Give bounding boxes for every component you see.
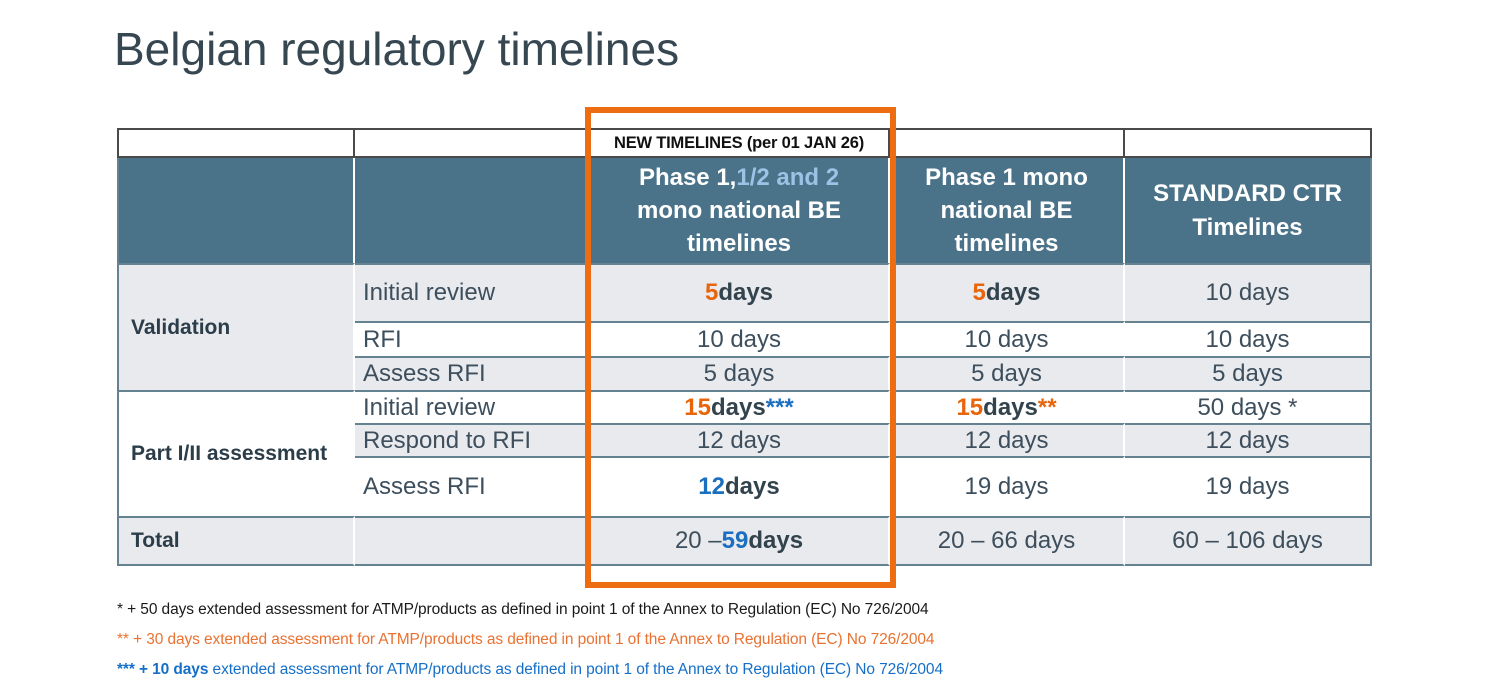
value-r5-c3: 12 days [1125, 423, 1372, 456]
footnote-3-bold: *** + 10 days [117, 661, 209, 678]
value-total-c2: 20 – 66 days [890, 516, 1125, 566]
value-r2-c3: 10 days [1125, 321, 1372, 356]
banner-cell-empty-4 [890, 128, 1125, 158]
row-label-initial-review-2: Initial review [355, 390, 590, 423]
column-header-standard-ctr: STANDARD CTR Timelines [1125, 158, 1372, 263]
value-text: 5 days [971, 360, 1042, 387]
value-r3-c1: 5 days [590, 356, 890, 390]
header-phase12-2-text: 1/2 and 2 [736, 163, 840, 191]
header-line-2: mono national BE timelines [637, 196, 841, 258]
value-text: 5 days [703, 360, 775, 387]
value-text: 10 days [1205, 325, 1290, 353]
value-unit: days [710, 393, 766, 421]
value-r3-c3: 5 days [1125, 356, 1372, 390]
header-standard-ctr-text: STANDARD CTR Timelines [1153, 180, 1342, 241]
group-label-validation: Validation [117, 263, 355, 390]
value-r5-c2: 12 days [890, 423, 1125, 456]
value-text: 19 days [1205, 473, 1290, 500]
value-unit: days [983, 393, 1038, 421]
new-timelines-banner: NEW TIMELINES (per 01 JAN 26) [590, 128, 890, 158]
value-text: 12 days [964, 426, 1049, 454]
value-r2-c1: 10 days [590, 321, 890, 356]
value-text: 50 days * [1197, 393, 1298, 421]
value-text: 10 days [1205, 279, 1290, 306]
value-unit: days [718, 279, 774, 306]
value-r2-c2: 10 days [890, 321, 1125, 356]
footnote-marker-triple: *** [765, 393, 794, 421]
value-unit: days [748, 527, 804, 554]
total-empty-cell [355, 516, 590, 566]
value-text: 12 days [696, 426, 782, 454]
column-header-phase1-12-2: Phase 1,1/2 and 2 mono national BE timel… [590, 158, 890, 263]
banner-cell-empty-2 [355, 128, 590, 158]
row-label-assess-rfi-2: Assess RFI [355, 456, 590, 516]
header-phase1-text: Phase 1, [638, 163, 737, 191]
column-header-phase1-mono: Phase 1 mono national BE timelines [890, 158, 1125, 263]
value-text: 60 – 106 days [1172, 527, 1323, 554]
value-total-c3: 60 – 106 days [1125, 516, 1372, 566]
footnote-3: *** + 10 days extended assessment for AT… [117, 660, 943, 679]
value-r1-c3: 10 days [1125, 263, 1372, 321]
value-r4-c2: 15 days ** [890, 390, 1125, 423]
value-unit: days [725, 473, 780, 500]
value-text: 10 days [696, 325, 782, 353]
row-label-respond-to-rfi: Respond to RFI [355, 423, 590, 456]
page-title: Belgian regulatory timelines [114, 23, 680, 75]
footnote-marker-double: ** [1037, 393, 1057, 421]
banner-cell-empty-5 [1125, 128, 1372, 158]
header-cell-empty-1 [117, 158, 355, 263]
header-line-1: Phase 1,1/2 and 2 [639, 161, 839, 194]
value-number: 59 [721, 527, 749, 554]
footnote-1: * + 50 days extended assessment for ATMP… [117, 601, 929, 618]
header-cell-empty-2 [355, 158, 590, 263]
value-r3-c2: 5 days [890, 356, 1125, 390]
row-label-assess-rfi-1: Assess RFI [355, 356, 590, 390]
row-label-initial-review-1: Initial review [355, 263, 590, 321]
value-number: 15 [956, 393, 984, 421]
value-number: 5 [972, 279, 986, 306]
value-text: 10 days [964, 325, 1049, 353]
value-r5-c1: 12 days [590, 423, 890, 456]
value-range-prefix: 20 – [674, 527, 722, 554]
value-unit: days [985, 279, 1041, 306]
value-number: 15 [684, 393, 711, 421]
timelines-table: NEW TIMELINES (per 01 JAN 26) Phase 1,1/… [117, 128, 1372, 566]
value-number: 12 [698, 473, 725, 500]
value-r4-c3: 50 days * [1125, 390, 1372, 423]
value-text: 20 – 66 days [937, 527, 1076, 554]
value-r6-c3: 19 days [1125, 456, 1372, 516]
value-r1-c2: 5 days [890, 263, 1125, 321]
banner-cell-empty-1 [117, 128, 355, 158]
value-r6-c1: 12 days [590, 456, 890, 516]
value-number: 5 [704, 279, 719, 306]
value-text: 5 days [1212, 360, 1283, 387]
group-label-total: Total [117, 516, 355, 566]
value-r6-c2: 19 days [890, 456, 1125, 516]
footnote-3-rest: extended assessment for ATMP/products as… [208, 661, 944, 678]
header-phase1-mono-text: Phase 1 mono national BE timelines [925, 163, 1088, 258]
value-r4-c1: 15 days *** [590, 390, 890, 423]
value-total-c1: 20 – 59 days [590, 516, 890, 566]
row-label-rfi: RFI [355, 321, 590, 356]
value-text: 12 days [1205, 426, 1290, 454]
footnote-2: ** + 30 days extended assessment for ATM… [117, 631, 935, 648]
value-r1-c1: 5 days [590, 263, 890, 321]
value-text: 19 days [964, 473, 1049, 500]
group-label-part-assessment: Part I/II assessment [117, 390, 355, 516]
footnotes: * + 50 days extended assessment for ATMP… [117, 600, 943, 690]
